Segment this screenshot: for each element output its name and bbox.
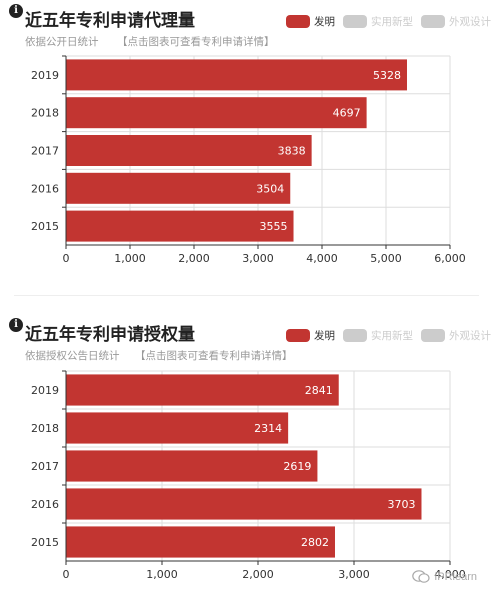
bar [66, 97, 367, 129]
chart-title: 近五年专利申请代理量 [25, 11, 195, 31]
data-label: 3838 [278, 145, 306, 158]
info-icon[interactable]: i [9, 4, 23, 18]
x-tick-label: 1,000 [114, 252, 146, 265]
legend-label: 发明 [314, 16, 335, 28]
bar-chart-agency[interactable]: 5328 2019 4697 2018 3838 2017 3504 2016 3555 2015… [0, 0, 491, 292]
x-tick-label: 1,000 [146, 568, 178, 581]
legend-item-utility-model[interactable]: 实用新型 [343, 328, 413, 343]
bar [66, 374, 339, 406]
y-tick-label: 2019 [31, 69, 59, 82]
legend-item-design[interactable]: 外观设计 [421, 14, 491, 29]
data-label: 2841 [305, 384, 333, 397]
detail-link[interactable]: 【点击图表可查看专利申请详情】 [135, 350, 293, 362]
x-tick-label: 5,000 [370, 252, 402, 265]
bar [66, 59, 407, 91]
detail-link[interactable]: 【点击图表可查看专利申请详情】 [117, 36, 275, 48]
legend-swatch [343, 329, 367, 342]
watermark: IPRlearn [412, 570, 477, 583]
legend-swatch [286, 15, 310, 28]
bar [66, 526, 335, 558]
watermark-text: IPRlearn [434, 570, 477, 583]
legend: 发明 实用新型 外观设计 [286, 14, 491, 29]
data-label: 2314 [254, 422, 282, 435]
data-label: 2619 [283, 460, 311, 473]
y-tick-label: 2016 [31, 498, 59, 511]
y-tick-label: 2015 [31, 536, 59, 549]
bar [66, 210, 294, 242]
legend-item-invention[interactable]: 发明 [286, 328, 335, 343]
legend-label: 实用新型 [371, 330, 413, 342]
data-label: 3555 [260, 220, 288, 233]
chart-subtitle: 依据授权公告日统计 [25, 350, 120, 362]
x-tick-label: 4,000 [434, 568, 466, 581]
x-tick-label: 6,000 [434, 252, 466, 265]
chart-panel-1: i 近五年专利申请代理量 依据公开日统计 【点击图表可查看专利申请详情】 发明 … [0, 0, 491, 292]
bar [66, 488, 422, 520]
legend-swatch [421, 329, 445, 342]
y-tick-label: 2018 [31, 422, 59, 435]
legend-label: 外观设计 [449, 330, 491, 342]
data-label: 3703 [387, 498, 415, 511]
legend-item-invention[interactable]: 发明 [286, 14, 335, 29]
data-label: 5328 [373, 69, 401, 82]
chart-title: 近五年专利申请授权量 [25, 325, 195, 345]
y-tick-label: 2019 [31, 384, 59, 397]
x-tick-label: 0 [63, 568, 70, 581]
data-label: 3504 [256, 182, 284, 195]
x-tick-label: 2,000 [178, 252, 210, 265]
y-tick-label: 2016 [31, 182, 59, 195]
panel-divider [14, 295, 479, 296]
bar [66, 135, 312, 166]
chart-panel-2: i 近五年专利申请授权量 依据授权公告日统计 【点击图表可查看专利申请详情】 发… [0, 314, 491, 599]
x-tick-label: 0 [63, 252, 70, 265]
x-tick-label: 4,000 [306, 252, 338, 265]
x-tick-label: 3,000 [242, 252, 274, 265]
legend-swatch [286, 329, 310, 342]
wechat-icon [412, 570, 430, 583]
bar-chart-granted[interactable]: 2841 2019 2314 2018 2619 2017 3703 2016 2802 2015… [0, 314, 491, 599]
legend-label: 实用新型 [371, 16, 413, 28]
legend-swatch [343, 15, 367, 28]
legend-item-utility-model[interactable]: 实用新型 [343, 14, 413, 29]
legend-label: 发明 [314, 330, 335, 342]
bar [66, 172, 291, 204]
data-label: 2802 [301, 536, 329, 549]
legend: 发明 实用新型 外观设计 [286, 328, 491, 343]
bar [66, 412, 289, 444]
y-tick-label: 2018 [31, 107, 59, 120]
y-tick-label: 2015 [31, 220, 59, 233]
legend-label: 外观设计 [449, 16, 491, 28]
legend-swatch [421, 15, 445, 28]
data-label: 4697 [333, 107, 361, 120]
x-tick-label: 2,000 [242, 568, 274, 581]
chart-subtitle: 依据公开日统计 [25, 36, 99, 48]
y-tick-label: 2017 [31, 460, 59, 473]
legend-item-design[interactable]: 外观设计 [421, 328, 491, 343]
x-tick-label: 3,000 [338, 568, 370, 581]
info-icon[interactable]: i [9, 318, 23, 332]
bar [66, 450, 318, 482]
y-tick-label: 2017 [31, 145, 59, 158]
